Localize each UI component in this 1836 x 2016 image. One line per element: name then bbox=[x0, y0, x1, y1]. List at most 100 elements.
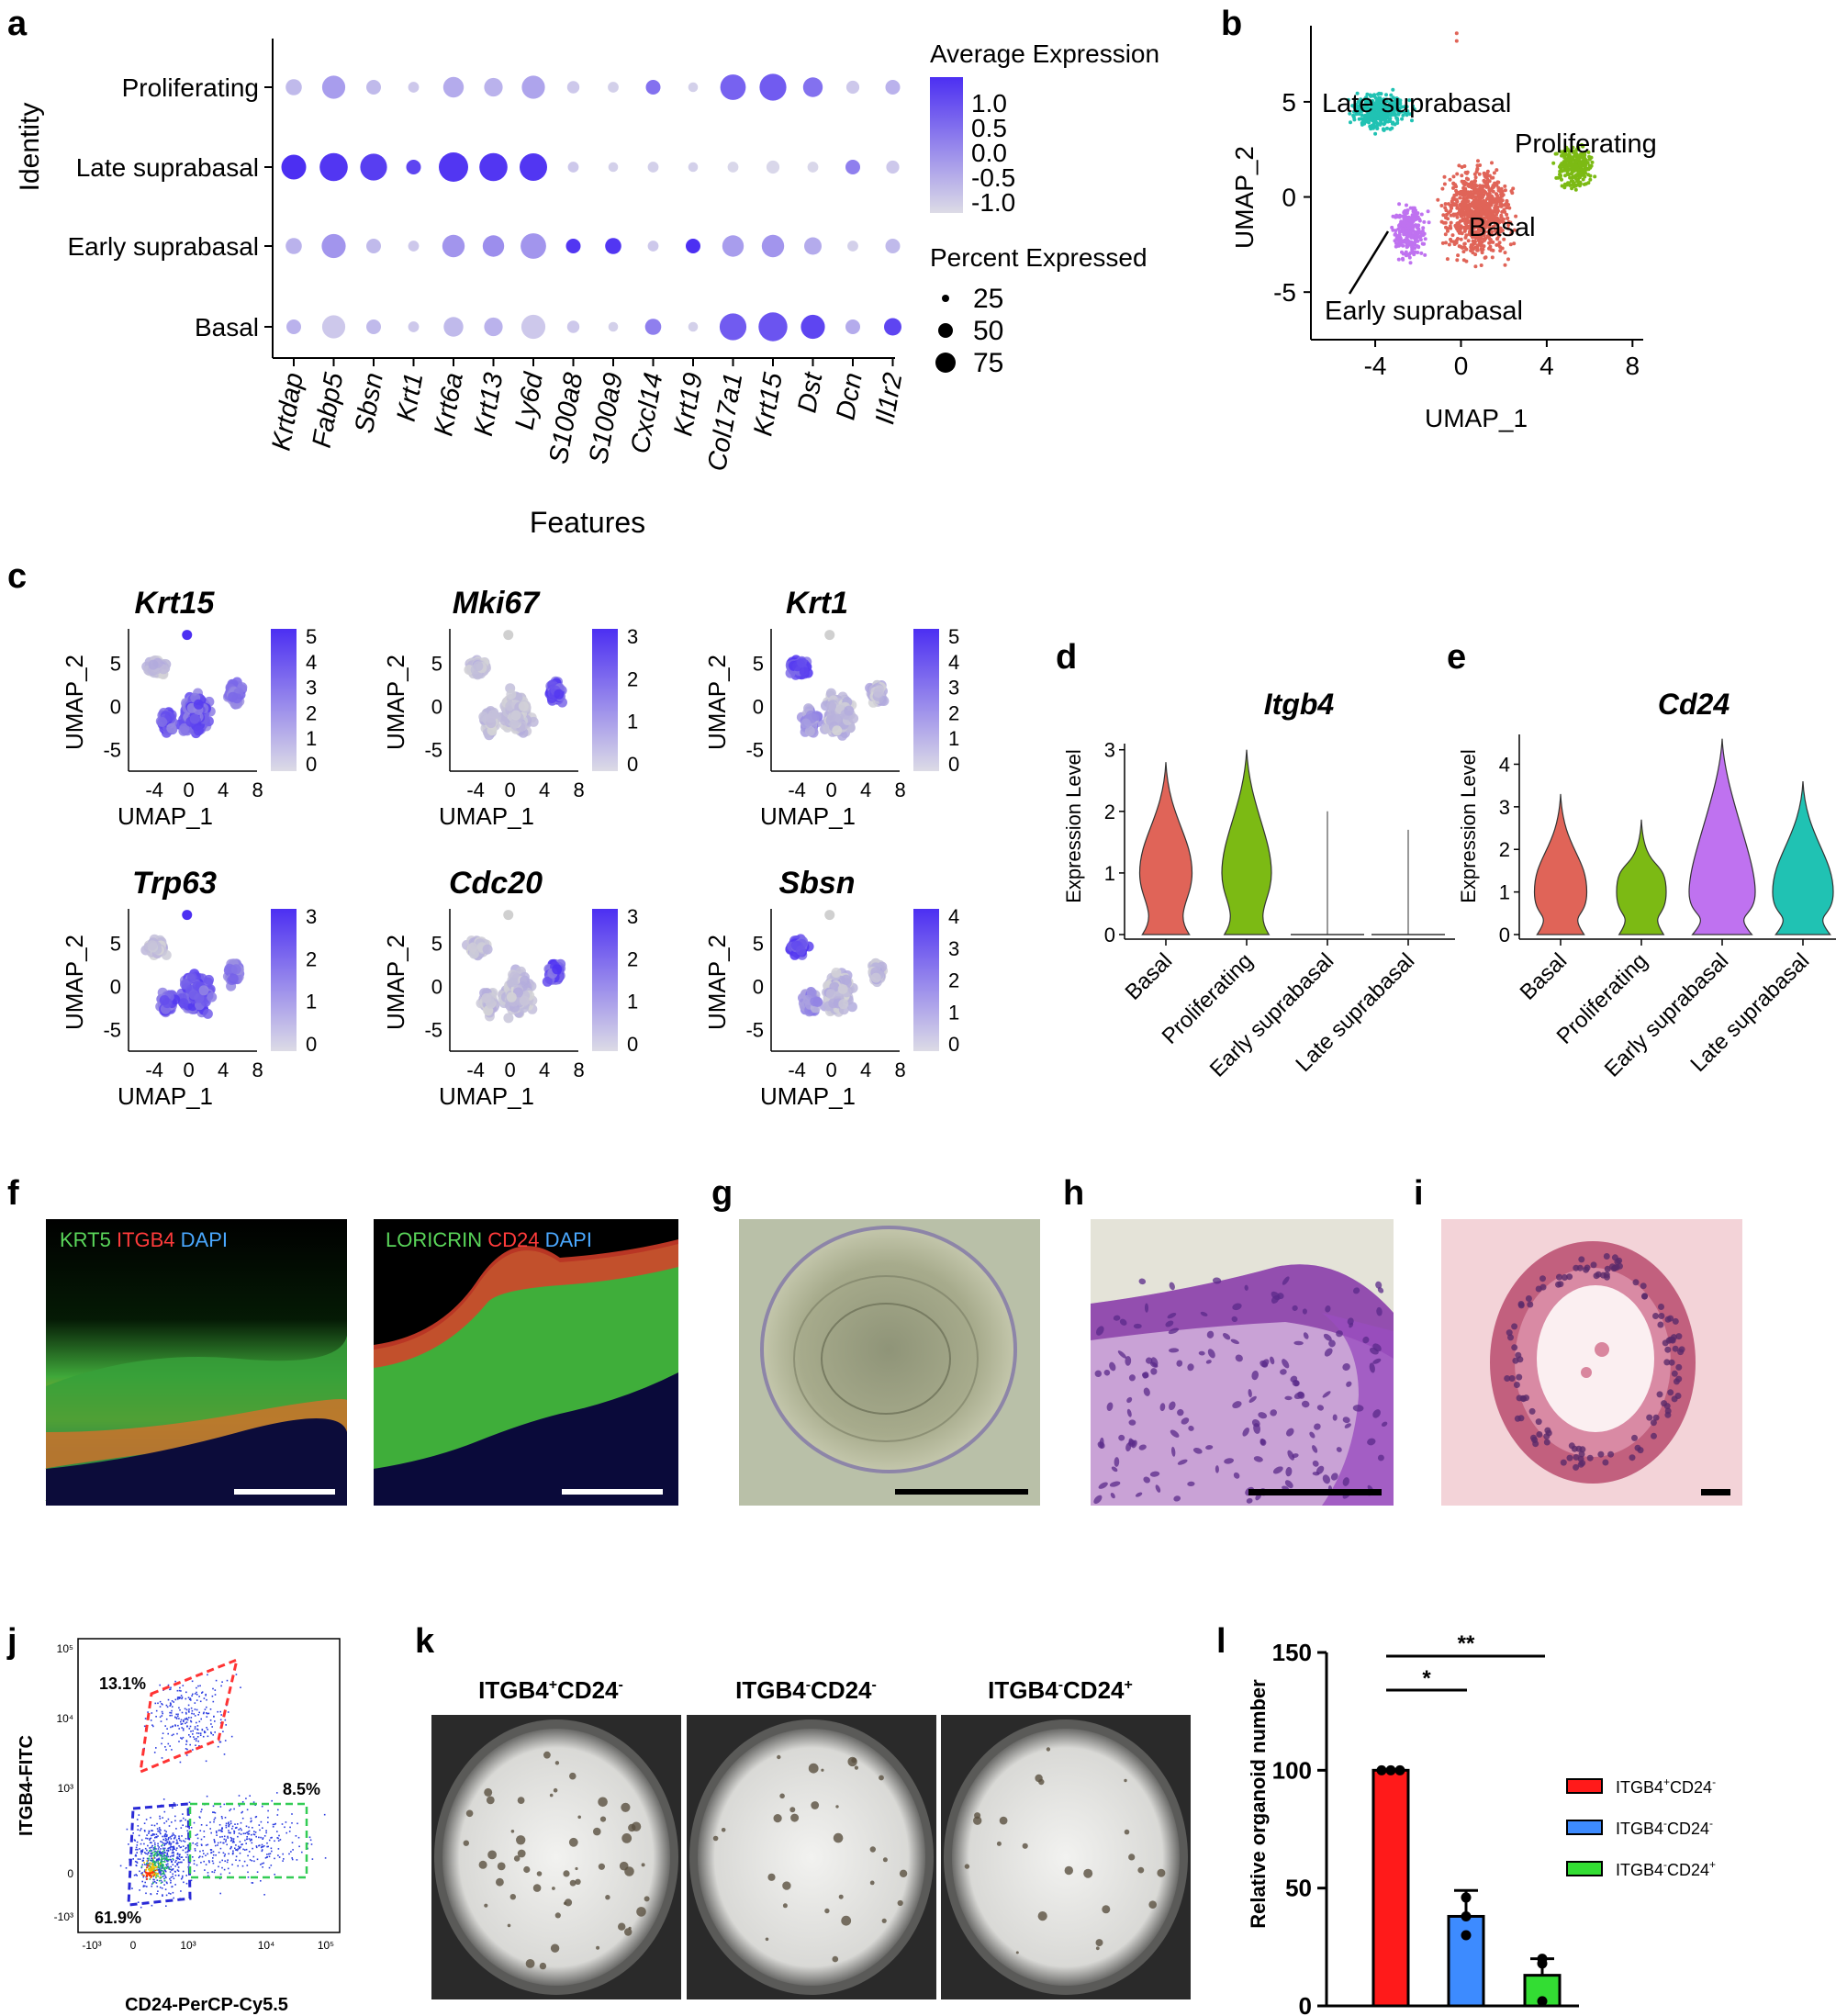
umap-b-point bbox=[1393, 111, 1397, 116]
umap-b-point bbox=[1584, 167, 1589, 172]
feature-point bbox=[193, 725, 204, 736]
he-organoid-nucleus bbox=[1573, 1264, 1580, 1271]
he-organoid-nucleus bbox=[1528, 1407, 1536, 1415]
umap-b-point bbox=[1577, 171, 1582, 174]
umap-b-point bbox=[1473, 175, 1478, 180]
violin-shape bbox=[1138, 762, 1193, 935]
umap-b-point bbox=[1562, 185, 1567, 190]
feature-label: Dcn bbox=[831, 371, 868, 422]
umap-b-point bbox=[1373, 131, 1378, 136]
he-organoid-nucleus bbox=[1523, 1394, 1529, 1402]
dotplot-dot bbox=[645, 80, 661, 95]
umap-b-point bbox=[1443, 232, 1448, 237]
feature-label: Krtdap bbox=[267, 371, 309, 454]
dotplot-dot bbox=[885, 80, 901, 95]
identity-label: Basal bbox=[195, 313, 259, 342]
violin-y-tick-label: 3 bbox=[1104, 739, 1115, 762]
umap-b-point bbox=[1573, 176, 1578, 181]
umap-b-point bbox=[1443, 220, 1448, 225]
umap-b-point bbox=[1415, 234, 1419, 239]
he-organoid-nucleus bbox=[1652, 1414, 1660, 1421]
average-expression-ticks: 1.00.50.0-0.5-1.0 bbox=[971, 89, 1015, 217]
umap-b-point bbox=[1462, 241, 1467, 246]
feature-y-tick-label: 5 bbox=[753, 653, 764, 676]
panel-label-a: a bbox=[7, 5, 28, 43]
he-nucleus bbox=[1332, 1414, 1338, 1421]
feature-y-tick-label: -5 bbox=[103, 1019, 121, 1042]
legend-loricrin: LORICRIN bbox=[386, 1228, 482, 1251]
scale-bar-f1 bbox=[234, 1489, 335, 1495]
umap-b-point bbox=[1408, 218, 1413, 222]
feature-point bbox=[825, 989, 836, 1000]
dotplot-dot bbox=[479, 152, 508, 182]
feature-x-tick-label: 8 bbox=[895, 778, 906, 801]
panel-h: h bbox=[1063, 1174, 1394, 1506]
umap-b-point bbox=[1412, 215, 1416, 219]
feature-point bbox=[837, 983, 848, 994]
he-organoid-nucleus bbox=[1508, 1375, 1516, 1382]
size-legend-dot bbox=[938, 323, 953, 338]
feature-point bbox=[481, 993, 492, 1003]
feature-point bbox=[873, 688, 884, 698]
umap-b-point bbox=[1457, 163, 1461, 168]
flow-event bbox=[185, 1697, 187, 1700]
feature-point bbox=[506, 689, 517, 700]
umap-b-point bbox=[1494, 196, 1498, 201]
umap-b-point bbox=[1496, 180, 1501, 185]
feature-colorbar-label: 5 bbox=[948, 625, 959, 648]
umap-b-point bbox=[1446, 217, 1450, 221]
he-organoid-nucleus bbox=[1566, 1454, 1573, 1462]
dotplot-dot bbox=[484, 317, 503, 337]
panel-g: g bbox=[711, 1174, 1040, 1506]
feature-label: Fabp5 bbox=[308, 370, 350, 450]
dotplot-dot bbox=[408, 321, 420, 332]
dotplot-dot bbox=[321, 75, 346, 99]
feature-point bbox=[824, 910, 835, 921]
flow-event bbox=[184, 1708, 186, 1710]
feature-point bbox=[520, 975, 530, 986]
identity-label: Proliferating bbox=[122, 73, 259, 102]
umap-b-point bbox=[1476, 159, 1480, 163]
feature-point bbox=[148, 659, 159, 670]
he-organoid-nucleus bbox=[1656, 1391, 1663, 1398]
he-organoid-nucleus bbox=[1641, 1293, 1648, 1300]
dotplot-dot bbox=[608, 82, 619, 93]
umap-b-point bbox=[1452, 242, 1457, 246]
umap-b-point bbox=[1405, 211, 1409, 215]
dotplot-dot bbox=[442, 76, 465, 98]
he-organoid-nucleus bbox=[1603, 1253, 1610, 1260]
he-organoid-nucleus bbox=[1527, 1301, 1534, 1308]
umap-b-point bbox=[1491, 200, 1495, 205]
umap-b-point bbox=[1551, 161, 1556, 165]
umap-b-point bbox=[1563, 151, 1568, 155]
feature-colorbar-label: 0 bbox=[306, 1033, 317, 1056]
feature-y-tick-label: 0 bbox=[753, 976, 764, 999]
identity-label: Late suprabasal bbox=[76, 153, 259, 182]
identity-label: Early suprabasal bbox=[67, 232, 259, 261]
he-nucleus bbox=[1302, 1308, 1307, 1315]
umap-b-point bbox=[1560, 169, 1564, 174]
umap-b-point bbox=[1402, 217, 1406, 221]
he-nucleus bbox=[1133, 1323, 1142, 1329]
dotplot-x-axis-title: Features bbox=[530, 506, 645, 539]
umap-b-points bbox=[1346, 31, 1597, 269]
umap-b-point bbox=[1373, 95, 1378, 100]
he-organoid-nucleus bbox=[1634, 1444, 1641, 1451]
umap-b-point bbox=[1508, 242, 1513, 247]
he-organoid-nucleus bbox=[1539, 1275, 1546, 1282]
he-organoid-nucleus bbox=[1595, 1271, 1602, 1278]
umap-b-point bbox=[1462, 164, 1467, 168]
umap-b-point bbox=[1409, 240, 1414, 244]
feature-x-tick-label: 4 bbox=[539, 1058, 550, 1081]
dotplot-dot bbox=[807, 162, 819, 173]
feature-label: Krt13 bbox=[469, 371, 509, 439]
umap-b-point bbox=[1563, 147, 1568, 151]
umap-b-point bbox=[1573, 187, 1578, 192]
he-organoid-nucleus bbox=[1672, 1345, 1679, 1352]
dotplot-dot bbox=[521, 233, 546, 259]
umap-b-point bbox=[1473, 179, 1478, 184]
